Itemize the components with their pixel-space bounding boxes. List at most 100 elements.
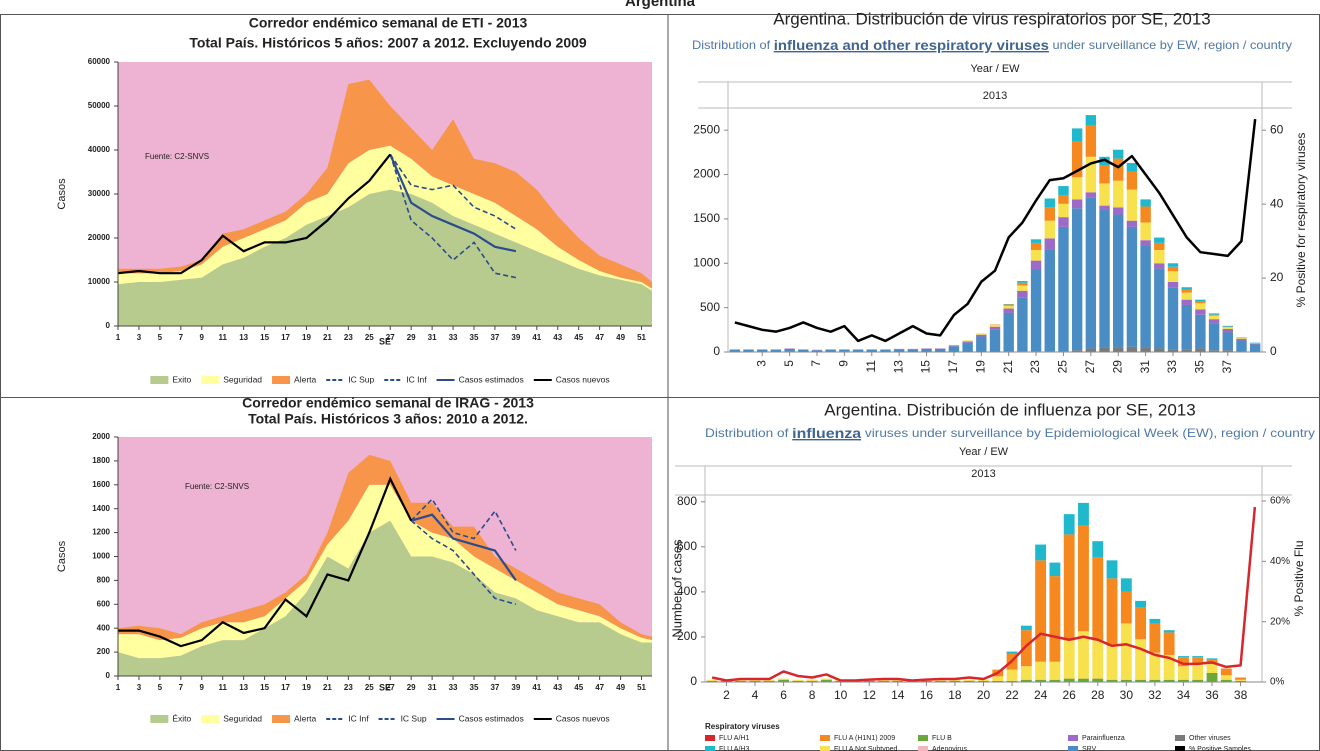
x-tick-label: 29 (407, 683, 416, 692)
bar-segment (1249, 343, 1261, 345)
y-tick-label: 200 (677, 629, 697, 643)
bar-segment (1220, 679, 1232, 682)
legend-label: Seguridad (223, 374, 262, 384)
y2-axis-label: % Positive Flu (1292, 540, 1306, 616)
x-tick-label: 5 (158, 683, 163, 692)
bar-segment (1017, 282, 1028, 286)
x-tick-label: 9 (200, 333, 205, 342)
x-tick-label: 17 (946, 360, 960, 374)
bar-segment (778, 679, 789, 682)
legend-label: Alerta (294, 713, 316, 723)
bar-segment (1099, 165, 1110, 184)
bar-segment (1140, 222, 1151, 241)
positivity-line (734, 118, 1257, 343)
x-tick-label: 8 (809, 688, 816, 702)
bar-segment (1058, 194, 1069, 204)
x-tick-label: 37 (1220, 360, 1234, 374)
x-tick-label: 31 (428, 683, 437, 692)
legend-label: IC Inf (348, 713, 369, 723)
series-line (389, 153, 517, 230)
x-tick-label: 37 (490, 333, 499, 342)
bar-segment (878, 679, 889, 681)
bar-segment (1140, 240, 1151, 246)
bar-segment (1049, 679, 1061, 682)
bar-segment (949, 680, 961, 682)
bar-segment (1140, 347, 1151, 352)
bar-segment (1135, 679, 1147, 682)
legend-label: % Positive Samples (1189, 746, 1251, 751)
x-tick-label: 25 (1056, 360, 1070, 374)
bar-segment (1071, 177, 1083, 200)
bar-segment (1030, 239, 1042, 243)
y2-tick-label: 0 (1270, 344, 1277, 358)
bar-segment (1222, 328, 1233, 333)
bar-segment (1206, 663, 1218, 673)
bar-segment (989, 324, 1001, 327)
x-tick-label: 39 (511, 333, 520, 342)
y2-tick-label: 0% (1270, 677, 1285, 688)
bar-segment (1003, 308, 1014, 313)
y-tick-label: 200 (97, 647, 111, 656)
series-line (410, 520, 517, 606)
y-tick-label: 40000 (88, 145, 111, 154)
bar-segment (1120, 679, 1132, 682)
x-tick-label: 30 (1120, 688, 1134, 702)
legend-label: IC Sup (401, 713, 427, 723)
y-axis-label: Casos (56, 540, 68, 572)
bar-segment (1126, 346, 1138, 352)
bar-segment (1154, 237, 1165, 243)
bar-segment (1235, 680, 1247, 682)
legend-swatch (150, 376, 169, 384)
bar-segment (792, 679, 804, 681)
bar-segment (729, 349, 741, 352)
legend-label: Casos estimados (459, 374, 524, 384)
bar-segment (1140, 245, 1151, 348)
bar-segment (963, 679, 975, 681)
y-tick-label: 1800 (92, 456, 110, 465)
x-tick-label: 49 (616, 333, 625, 342)
legend-label: Seguridad (223, 713, 262, 723)
bar-segment (1085, 115, 1097, 126)
x-tick-label: 28 (1091, 688, 1105, 702)
x-tick-label: 6 (780, 688, 787, 702)
header-label: Year / EW (959, 446, 1009, 458)
bar-segment (935, 348, 946, 352)
y-tick-label: 400 (97, 623, 111, 632)
x-tick-label: 47 (595, 683, 604, 692)
bar-segment (1126, 171, 1138, 190)
bar-segment (1120, 578, 1132, 592)
bar-segment (1071, 208, 1083, 351)
bar-segment (1113, 149, 1124, 159)
legend-label: Casos estimados (459, 713, 524, 723)
bar-segment (920, 680, 932, 682)
bar-segment (1167, 263, 1179, 267)
y-tick-label: 50000 (88, 101, 111, 110)
bar-segment (749, 679, 761, 681)
bar-segment (1003, 305, 1014, 309)
legend-swatch (918, 746, 928, 751)
bar-segment (1195, 314, 1206, 349)
bar-segment (992, 676, 1004, 681)
bar-segment (1126, 226, 1138, 347)
bar-segment (1017, 297, 1028, 352)
bar-segment (1020, 625, 1032, 631)
legend-label: Alerta (294, 374, 316, 384)
bar-segment (811, 350, 823, 352)
y2-tick-label: 40% (1270, 556, 1290, 567)
x-tick-label: 3 (137, 683, 142, 692)
annotation: Fuente: C2-SNVS (145, 152, 209, 161)
x-tick-label: 11 (218, 333, 227, 342)
bar-segment (1071, 128, 1083, 142)
bar-segment (778, 678, 789, 680)
bar-segment (1154, 242, 1165, 250)
y-tick-label: 2500 (693, 122, 720, 136)
x-tick-label: 41 (532, 333, 541, 342)
y-tick-label: 600 (677, 539, 697, 553)
bar-segment (1063, 678, 1075, 682)
x-tick-label: 34 (1177, 688, 1191, 702)
bar-segment (763, 680, 775, 682)
x-tick-label: 15 (260, 683, 269, 692)
legend-swatch (820, 746, 830, 751)
bar-segment (825, 349, 836, 352)
